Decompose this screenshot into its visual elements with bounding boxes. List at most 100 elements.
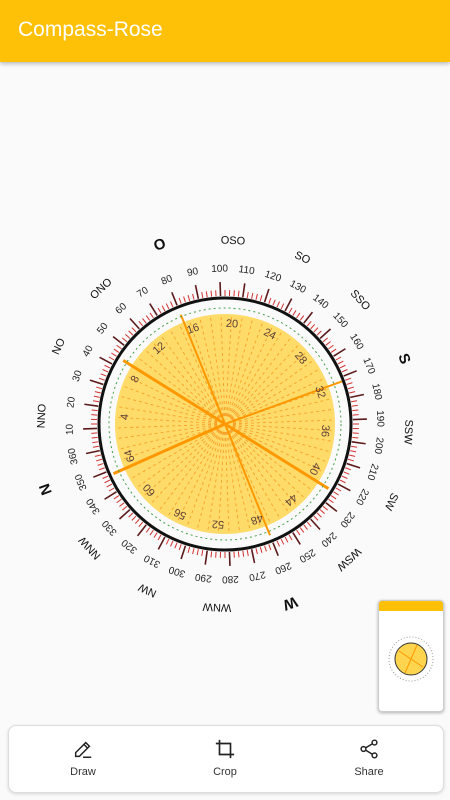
degree-tick [251,292,254,299]
degree-tick [192,548,195,555]
degree-tick [205,291,208,298]
degree-tick [183,296,186,303]
radial-line [196,431,224,531]
degree-tick [349,391,356,394]
radial-line [231,368,321,421]
degree-tick [134,518,140,524]
inner-number-label: 64 [122,448,137,463]
degree-label: 80 [160,273,175,288]
degree-tick [192,293,195,300]
rose-ray [112,422,226,475]
radial-line [229,430,290,514]
degree-tick [330,495,337,500]
degree-tick [157,307,162,314]
degree-tick [96,386,103,390]
degree-tick [255,548,258,555]
degree-label: 300 [167,563,187,579]
degree-tick [350,450,357,453]
radial-line [230,350,308,420]
degree-label: 320 [119,536,139,555]
radial-line [225,431,241,534]
degree-tick [98,377,105,381]
degree-tick [310,518,321,531]
crop-button[interactable]: Crop [185,738,265,778]
degree-tick [337,483,351,492]
degree-tick [128,330,134,336]
inner-number-label: 56 [172,505,188,521]
radial-line [232,408,335,424]
radial-line [228,324,274,418]
degree-tick [246,291,249,299]
bottom-action-bar: Draw Crop Share [8,725,444,793]
radial-line [232,426,329,463]
degree-tick [201,549,204,557]
degree-tick [328,498,334,504]
degree-tick [292,310,297,316]
share-button[interactable]: Share [329,738,409,778]
degree-label: 60 [114,301,130,317]
radial-line [225,314,233,417]
degree-tick [343,370,357,377]
degree-label: 10 [65,423,76,435]
degree-label: 270 [247,568,266,582]
degree-tick [316,330,322,336]
direction-label: NNO [36,403,49,428]
degree-tick [116,344,122,350]
degree-label: 120 [263,269,283,285]
direction-label: WSW [334,545,363,573]
degree-tick [97,463,104,466]
degree-tick [280,538,285,545]
degree-tick [352,409,359,412]
degree-tick [149,303,158,316]
degree-label: 100 [211,263,228,275]
degree-tick [91,409,98,412]
degree-tick [325,341,331,346]
radial-line [231,428,313,491]
draw-button[interactable]: Draw [43,738,123,778]
degree-tick [196,549,199,556]
degree-tick [100,373,107,377]
degree-tick [93,471,107,478]
degree-tick [92,445,100,448]
degree-label: 280 [221,573,238,585]
degree-label: 130 [288,278,308,296]
degree-tick [299,315,305,321]
degree-tick [352,436,359,439]
degree-tick [343,471,350,475]
degree-tick [272,299,276,306]
degree-label: 20 [65,396,78,409]
degree-tick [345,467,352,471]
degree-tick [149,529,154,536]
degree-tick [94,454,101,457]
degree-tick [187,546,191,553]
degree-tick [350,393,365,399]
preview-thumbnail[interactable] [378,600,444,712]
inner-number-label: 32 [312,385,327,400]
degree-tick [125,333,131,339]
degree-tick [98,467,105,471]
degree-tick [284,536,289,543]
radial-line [232,425,332,453]
direction-label: O [151,235,168,255]
radial-line [129,427,219,480]
degree-tick [339,479,346,484]
direction-label: S [394,351,413,366]
degree-tick [313,327,319,333]
degree-tick [255,293,258,300]
inner-number-label: 24 [262,326,278,342]
degree-tick [138,321,144,327]
degree-tick [102,475,109,479]
direction-label: OSO [221,235,246,248]
degree-tick [333,491,339,496]
radial-line [232,377,326,422]
radial-line [125,375,219,421]
degree-label: 330 [100,517,120,537]
share-label: Share [354,766,384,778]
degree-tick [280,303,285,310]
direction-label: ONO [88,276,115,302]
degree-label: 70 [135,285,151,300]
degree-tick [116,498,122,504]
degree-tick [288,534,293,541]
radial-line [231,359,315,420]
